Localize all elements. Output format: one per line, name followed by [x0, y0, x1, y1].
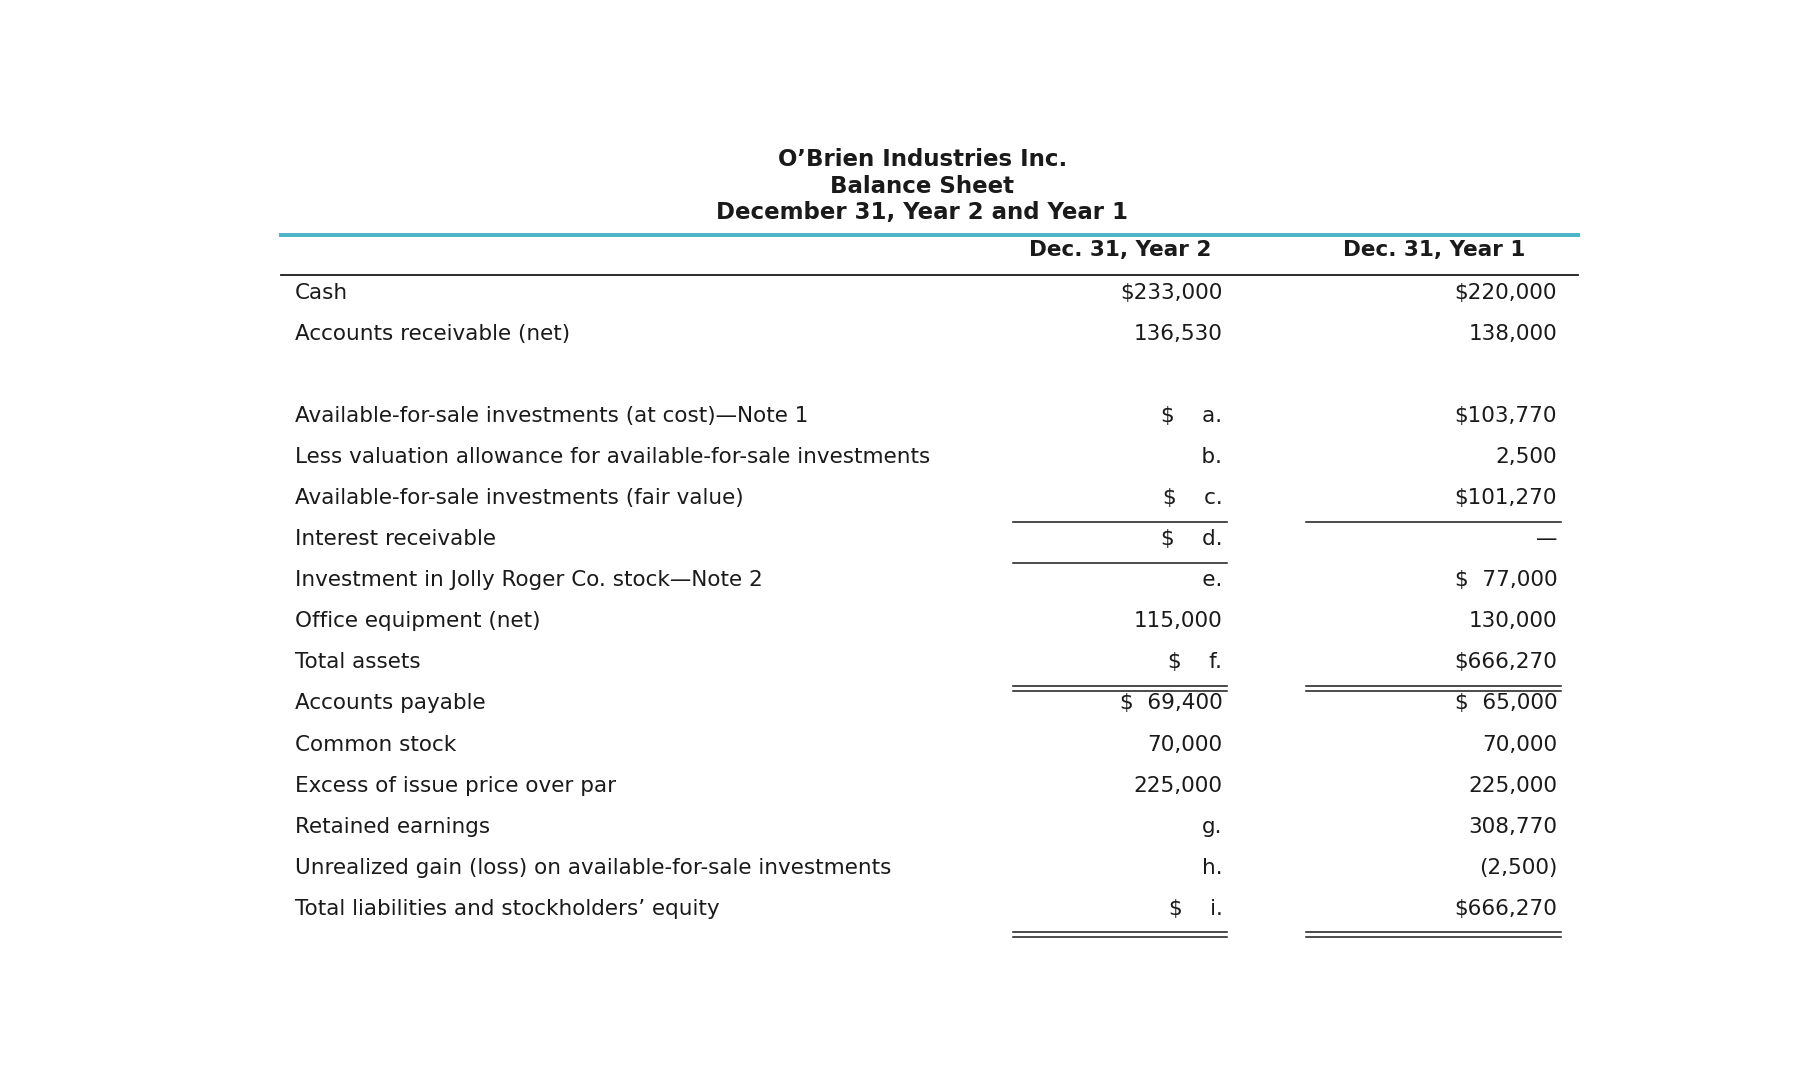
Text: Total assets: Total assets: [295, 652, 421, 673]
Text: 308,770: 308,770: [1469, 817, 1557, 837]
Text: Accounts payable: Accounts payable: [295, 694, 486, 713]
Text: Unrealized gain (loss) on available-for-sale investments: Unrealized gain (loss) on available-for-…: [295, 858, 891, 877]
Text: 138,000: 138,000: [1469, 324, 1557, 344]
Text: $  69,400: $ 69,400: [1120, 694, 1222, 713]
Text: (2,500): (2,500): [1480, 858, 1557, 877]
Text: h.: h.: [1202, 858, 1222, 877]
Text: Dec. 31, Year 1: Dec. 31, Year 1: [1343, 240, 1525, 260]
Text: $233,000: $233,000: [1120, 284, 1222, 303]
Text: $666,270: $666,270: [1454, 899, 1557, 919]
Text: $  65,000: $ 65,000: [1454, 694, 1557, 713]
Text: 2,500: 2,500: [1496, 448, 1557, 467]
Text: Cash: Cash: [295, 284, 347, 303]
Text: Accounts receivable (net): Accounts receivable (net): [295, 324, 571, 344]
Text: $103,770: $103,770: [1454, 406, 1557, 426]
Text: Balance Sheet: Balance Sheet: [830, 175, 1015, 197]
Text: Available-for-sale investments (at cost)—Note 1: Available-for-sale investments (at cost)…: [295, 406, 808, 426]
Text: 115,000: 115,000: [1134, 612, 1222, 631]
Text: Dec. 31, Year 2: Dec. 31, Year 2: [1030, 240, 1211, 260]
Text: Retained earnings: Retained earnings: [295, 817, 490, 837]
Text: O’Brien Industries Inc.: O’Brien Industries Inc.: [778, 148, 1067, 172]
Text: Common stock: Common stock: [295, 734, 455, 755]
Text: 130,000: 130,000: [1469, 612, 1557, 631]
Text: 70,000: 70,000: [1481, 734, 1557, 755]
Text: $    a.: $ a.: [1161, 406, 1222, 426]
Text: $    c.: $ c.: [1163, 488, 1222, 508]
Text: Total liabilities and stockholders’ equity: Total liabilities and stockholders’ equi…: [295, 899, 720, 919]
Text: Office equipment (net): Office equipment (net): [295, 612, 540, 631]
Text: December 31, Year 2 and Year 1: December 31, Year 2 and Year 1: [716, 201, 1129, 224]
Text: $220,000: $220,000: [1454, 284, 1557, 303]
Text: $101,270: $101,270: [1454, 488, 1557, 508]
Text: 225,000: 225,000: [1134, 776, 1222, 795]
Text: Investment in Jolly Roger Co. stock—Note 2: Investment in Jolly Roger Co. stock—Note…: [295, 570, 763, 591]
Text: Less valuation allowance for available-for-sale investments: Less valuation allowance for available-f…: [295, 448, 931, 467]
Text: e.: e.: [1168, 570, 1222, 591]
Text: Available-for-sale investments (fair value): Available-for-sale investments (fair val…: [295, 488, 743, 508]
Text: $    f.: $ f.: [1168, 652, 1222, 673]
Text: Excess of issue price over par: Excess of issue price over par: [295, 776, 616, 795]
Text: 136,530: 136,530: [1134, 324, 1222, 344]
Text: $    i.: $ i.: [1168, 899, 1222, 919]
Text: 225,000: 225,000: [1469, 776, 1557, 795]
Text: $    d.: $ d.: [1161, 530, 1222, 549]
Text: 70,000: 70,000: [1147, 734, 1222, 755]
Text: —: —: [1535, 530, 1557, 549]
Text: $  77,000: $ 77,000: [1454, 570, 1557, 591]
Text: Interest receivable: Interest receivable: [295, 530, 495, 549]
Text: b.: b.: [1168, 448, 1222, 467]
Text: $666,270: $666,270: [1454, 652, 1557, 673]
Text: g.: g.: [1202, 817, 1222, 837]
